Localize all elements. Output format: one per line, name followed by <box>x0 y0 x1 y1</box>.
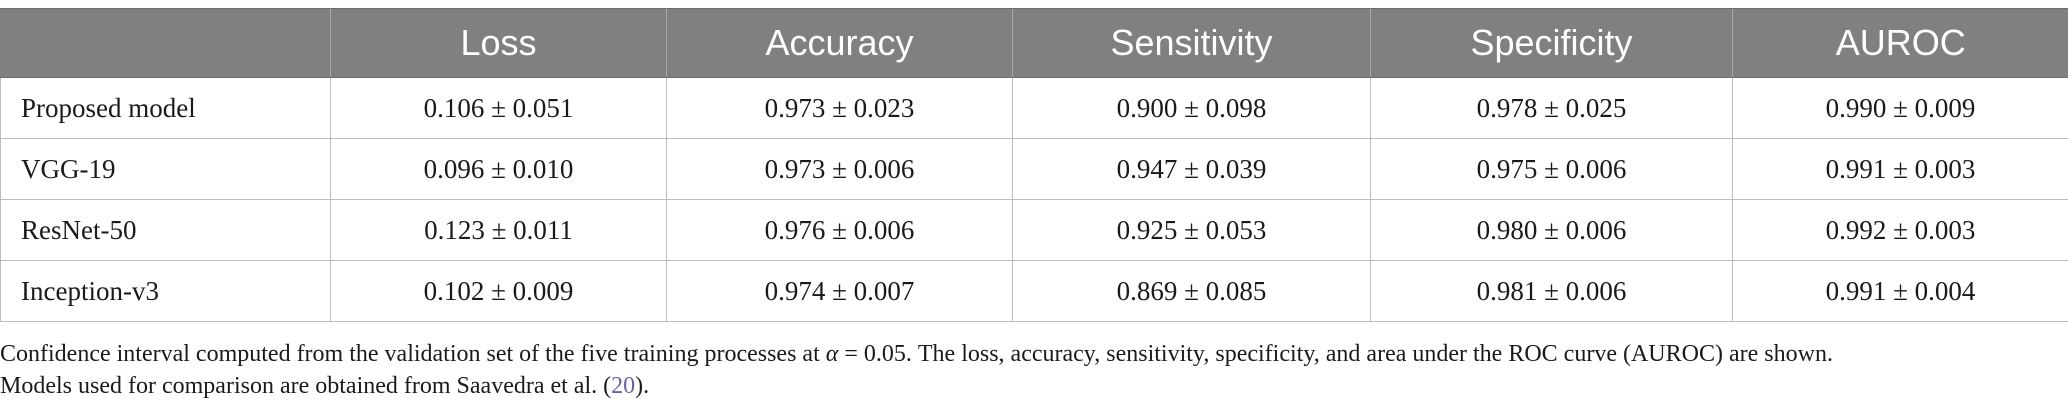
loss-cell: 0.106 ± 0.051 <box>330 77 667 139</box>
specificity-cell: 0.978 ± 0.025 <box>1370 77 1733 139</box>
auroc-cell: 0.992 ± 0.003 <box>1732 199 2068 261</box>
model-name-cell: VGG-19 <box>0 138 331 200</box>
sensitivity-cell: 0.900 ± 0.098 <box>1012 77 1371 139</box>
reference-link[interactable]: 20 <box>611 373 636 399</box>
specificity-cell: 0.975 ± 0.006 <box>1370 138 1733 200</box>
header-loss: Loss <box>330 8 667 78</box>
auroc-cell: 0.991 ± 0.004 <box>1732 260 2068 322</box>
sensitivity-cell: 0.869 ± 0.085 <box>1012 260 1371 322</box>
footnote-text-after-ref: ). <box>635 373 650 399</box>
specificity-cell: 0.980 ± 0.006 <box>1370 199 1733 261</box>
sensitivity-cell: 0.947 ± 0.039 <box>1012 138 1371 200</box>
footnote-line-1: Confidence interval computed from the va… <box>0 338 2060 370</box>
accuracy-cell: 0.973 ± 0.023 <box>666 77 1013 139</box>
accuracy-cell: 0.976 ± 0.006 <box>666 199 1013 261</box>
accuracy-cell: 0.974 ± 0.007 <box>666 260 1013 322</box>
auroc-cell: 0.991 ± 0.003 <box>1732 138 2068 200</box>
footnote-text-before-alpha: Confidence interval computed from the va… <box>0 341 826 367</box>
results-table: Loss Accuracy Sensitivity Specificity AU… <box>0 8 2068 322</box>
model-name-cell: Proposed model <box>0 77 331 139</box>
footnote-line-2: Models used for comparison are obtained … <box>0 370 2060 402</box>
loss-cell: 0.096 ± 0.010 <box>330 138 667 200</box>
auroc-cell: 0.990 ± 0.009 <box>1732 77 2068 139</box>
table-row: Proposed model 0.106 ± 0.051 0.973 ± 0.0… <box>0 77 2068 139</box>
table-footnote: Confidence interval computed from the va… <box>0 338 2060 402</box>
footnote-text-before-ref: Models used for comparison are obtained … <box>0 373 612 399</box>
header-sensitivity: Sensitivity <box>1012 8 1371 78</box>
loss-cell: 0.123 ± 0.011 <box>330 199 667 261</box>
header-accuracy: Accuracy <box>666 8 1013 78</box>
header-specificity: Specificity <box>1370 8 1733 78</box>
alpha-symbol: α <box>825 341 839 367</box>
header-auroc: AUROC <box>1732 8 2068 78</box>
specificity-cell: 0.981 ± 0.006 <box>1370 260 1733 322</box>
model-name-cell: Inception-v3 <box>0 260 331 322</box>
sensitivity-cell: 0.925 ± 0.053 <box>1012 199 1371 261</box>
loss-cell: 0.102 ± 0.009 <box>330 260 667 322</box>
accuracy-cell: 0.973 ± 0.006 <box>666 138 1013 200</box>
header-model <box>0 8 331 78</box>
table-row: Inception-v3 0.102 ± 0.009 0.974 ± 0.007… <box>0 260 2068 322</box>
model-name-cell: ResNet-50 <box>0 199 331 261</box>
table-header-row: Loss Accuracy Sensitivity Specificity AU… <box>0 8 2068 78</box>
footnote-text-after-alpha: = 0.05. The loss, accuracy, sensitivity,… <box>838 341 1833 367</box>
table-row: VGG-19 0.096 ± 0.010 0.973 ± 0.006 0.947… <box>0 138 2068 200</box>
table-row: ResNet-50 0.123 ± 0.011 0.976 ± 0.006 0.… <box>0 199 2068 261</box>
